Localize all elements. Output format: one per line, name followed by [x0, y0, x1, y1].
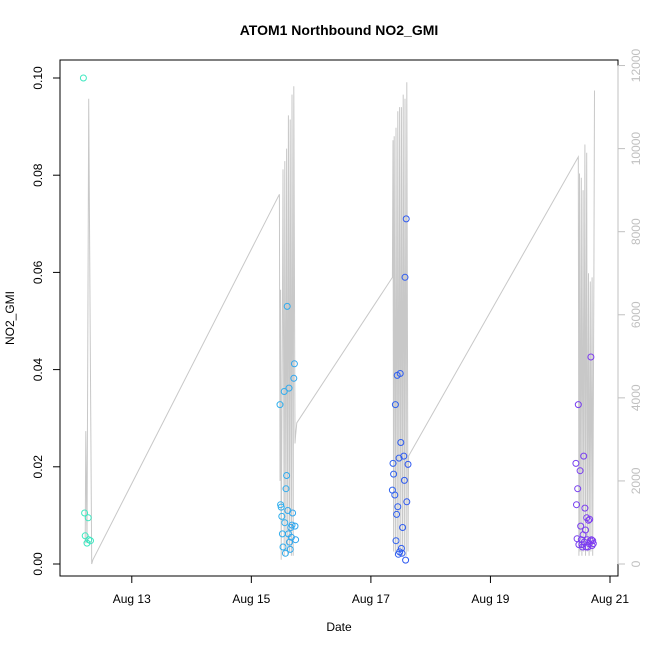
right-y-tick-label: 0: [629, 560, 643, 567]
data-point: [79, 74, 87, 82]
x-axis: Aug 13 Aug 15 Aug 17 Aug 19 Aug 21: [113, 575, 629, 606]
data-point: [404, 460, 412, 468]
data-point: [400, 476, 408, 484]
y-axis-label: NO2_GMI: [3, 291, 17, 345]
right-y-tick-label: 4000: [629, 384, 643, 411]
data-point: [276, 401, 284, 409]
data-point: [282, 485, 290, 493]
x-tick-label: Aug 15: [232, 592, 270, 606]
y-tick-label: 0.06: [31, 260, 45, 284]
y-axis: 0.00 0.02 0.04 0.06 0.08 0.10: [31, 66, 61, 576]
data-point: [87, 537, 94, 545]
data-point: [279, 543, 287, 551]
x-tick-label: Aug 17: [352, 592, 390, 606]
data-point: [587, 353, 595, 361]
data-point: [403, 498, 411, 506]
data-point: [278, 512, 286, 520]
data-point: [586, 515, 594, 523]
data-point: [402, 215, 410, 223]
data-point: [81, 532, 89, 540]
data-point: [585, 516, 592, 524]
y-tick-label: 0.00: [31, 552, 45, 576]
data-point: [401, 273, 409, 281]
data-point: [579, 543, 586, 551]
right-y-tick-label: 2000: [629, 467, 643, 494]
right-y-tick-label: 12000: [629, 48, 643, 82]
data-point: [582, 526, 589, 534]
data-point: [84, 514, 92, 522]
y-tick-label: 0.02: [31, 455, 45, 479]
chart-title: ATOM1 Northbound NO2_GMI: [240, 22, 439, 38]
data-point: [400, 452, 408, 460]
data-points-layer: [79, 74, 597, 564]
data-point: [588, 542, 596, 549]
right-y-tick-label: 8000: [629, 218, 643, 245]
data-point: [290, 374, 298, 382]
data-point: [281, 519, 289, 527]
data-point: [289, 509, 297, 517]
data-point: [277, 503, 285, 511]
y-tick-label: 0.04: [31, 358, 45, 382]
right-y-tick-label: 6000: [629, 301, 643, 328]
right-y-tick-label: 10000: [629, 132, 643, 166]
data-point: [391, 491, 399, 499]
data-point: [576, 467, 584, 475]
data-point: [280, 388, 288, 395]
data-point: [81, 509, 89, 517]
data-point: [292, 536, 300, 544]
data-point: [290, 360, 298, 368]
data-point: [573, 501, 580, 509]
data-point: [574, 401, 582, 409]
data-point: [580, 452, 588, 460]
data-point: [393, 510, 401, 518]
data-point: [83, 539, 91, 547]
data-point: [392, 537, 400, 545]
data-point: [399, 524, 407, 531]
data-point: [281, 549, 289, 557]
plot-frame: [59, 59, 619, 577]
data-point: [390, 470, 398, 478]
data-point: [589, 537, 597, 545]
data-point: [574, 485, 582, 493]
y-tick-label: 0.08: [31, 163, 45, 187]
data-point: [584, 543, 592, 551]
data-point: [589, 540, 597, 548]
data-point: [572, 459, 580, 467]
data-point: [398, 549, 406, 557]
data-point: [577, 522, 585, 530]
data-point: [394, 503, 402, 511]
data-point: [391, 401, 399, 409]
data-point: [397, 544, 405, 552]
x-axis-label: Date: [326, 620, 352, 634]
altitude-line: [84, 82, 595, 565]
data-point: [285, 384, 293, 392]
data-point: [581, 504, 589, 512]
x-tick-label: Aug 13: [113, 592, 151, 606]
x-tick-label: Aug 21: [591, 592, 629, 606]
data-point: [288, 521, 296, 529]
data-point: [283, 302, 291, 310]
data-point: [397, 439, 405, 446]
data-point: [402, 556, 410, 564]
x-tick-label: Aug 19: [471, 592, 509, 606]
data-point: [286, 538, 294, 546]
data-point: [286, 545, 294, 553]
data-point: [389, 459, 397, 467]
data-point: [396, 370, 404, 377]
data-point: [291, 522, 299, 530]
y-tick-label: 0.10: [31, 66, 45, 90]
altitude-line-layer: [84, 82, 595, 565]
right-y-axis: 0 2000 4000 6000 8000 10000 12000: [617, 48, 643, 567]
data-point: [283, 472, 291, 479]
